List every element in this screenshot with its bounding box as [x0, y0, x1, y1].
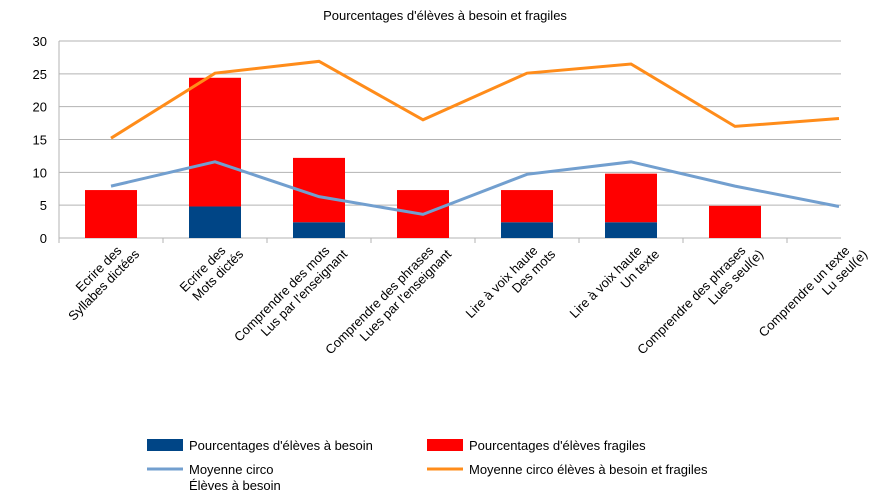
- y-tick-label: 25: [33, 67, 47, 82]
- bar: [189, 77, 241, 207]
- bar: [293, 222, 345, 238]
- y-tick-label: 0: [40, 231, 47, 246]
- bar: [189, 206, 241, 238]
- y-tick-label: 30: [33, 34, 47, 49]
- bar: [709, 205, 761, 238]
- legend-label: Pourcentages d'élèves à besoin: [189, 438, 373, 453]
- line: [110, 59, 840, 140]
- legend-label: Moyenne circo Élèves à besoin: [189, 462, 281, 493]
- legend-swatch: [147, 439, 183, 451]
- bar: [501, 190, 553, 223]
- x-tick-label-line: Comprendre des mots: [231, 243, 333, 345]
- bar: [85, 190, 137, 238]
- y-tick-label: 20: [33, 100, 47, 115]
- line: [110, 160, 840, 216]
- y-tick-label: 10: [33, 165, 47, 180]
- bar: [605, 222, 657, 238]
- legend-label: Pourcentages d'élèves fragiles: [469, 438, 646, 453]
- x-tick-label-line: Lues par l'enseignant: [356, 246, 454, 344]
- bar: [501, 222, 553, 238]
- chart-title: Pourcentages d'élèves à besoin et fragil…: [323, 8, 567, 23]
- legend-swatch: [427, 439, 463, 451]
- y-tick-label: 5: [40, 198, 47, 213]
- bar: [605, 173, 657, 223]
- x-tick-label-line: Comprendre un texte: [756, 243, 853, 340]
- y-tick-label: 15: [33, 133, 47, 148]
- legend-label: Moyenne circo élèves à besoin et fragile…: [469, 462, 708, 477]
